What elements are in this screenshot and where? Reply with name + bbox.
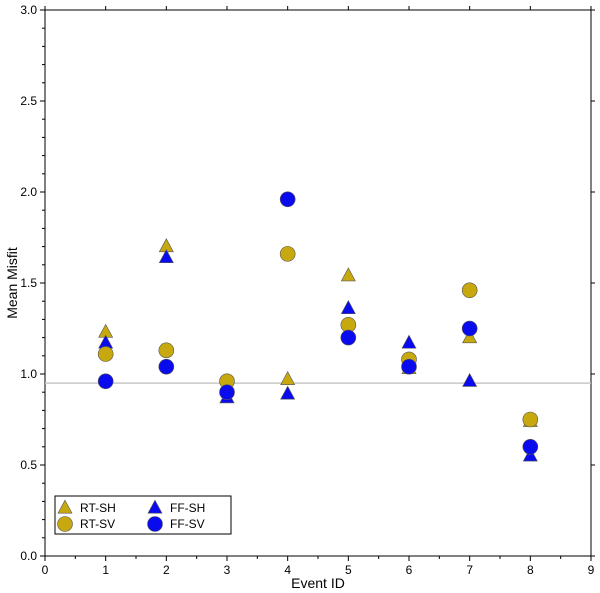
- y-tick-label: 2.5: [20, 94, 37, 108]
- legend-marker: [57, 516, 73, 532]
- y-axis: 0.0 0.5 1.0 1.5 2.0 2.5 3.0: [20, 3, 595, 563]
- legend-marker: [147, 516, 163, 532]
- data-point: [158, 249, 174, 264]
- data-point: [401, 358, 417, 375]
- y-tick-label: 0.5: [20, 458, 37, 472]
- data-point: [461, 320, 478, 337]
- legend-label: FF-SV: [170, 517, 205, 531]
- series-ff-sh: [98, 249, 538, 462]
- x-tick-label: 4: [284, 563, 291, 577]
- data-point: [97, 346, 114, 362]
- x-tick-label: 9: [588, 563, 595, 577]
- x-tick-label: 2: [163, 563, 170, 577]
- data-point: [97, 373, 114, 390]
- data-point: [280, 385, 296, 400]
- legend-label: RT-SV: [80, 517, 115, 531]
- legend-box: [54, 495, 232, 535]
- legend-label: FF-SH: [170, 501, 205, 515]
- x-tick-label: 8: [527, 563, 534, 577]
- series-ff-sv: [97, 191, 539, 455]
- data-point: [340, 267, 356, 282]
- legend-marker: [147, 499, 163, 514]
- data-point: [522, 447, 538, 462]
- data-point: [279, 246, 296, 262]
- plot-frame: [44, 9, 592, 557]
- y-tick-label: 2.0: [20, 185, 37, 199]
- x-tick-label: 3: [224, 563, 231, 577]
- data-point: [401, 334, 417, 349]
- data-point: [462, 372, 478, 387]
- x-tick-label: 5: [345, 563, 352, 577]
- y-tick-label: 1.5: [20, 276, 37, 290]
- data-point: [340, 329, 357, 346]
- legend: RT-SH FF-SH RT-SV FF-SV: [54, 495, 232, 535]
- x-tick-label: 7: [466, 563, 473, 577]
- series-rt-sv: [97, 246, 539, 428]
- data-point: [522, 411, 539, 428]
- x-tick-label: 0: [42, 563, 49, 577]
- data-point: [219, 384, 235, 401]
- x-axis: 0 1 2 3 4 5 6 7 8 9: [42, 6, 595, 577]
- x-tick-label: 6: [406, 563, 413, 577]
- data-point: [522, 438, 539, 455]
- y-tick-label: 1.0: [20, 367, 37, 381]
- y-axis-title: Mean Misfit: [4, 247, 20, 319]
- data-point: [340, 300, 356, 314]
- legend-label: RT-SH: [80, 501, 116, 515]
- data-point: [461, 282, 478, 299]
- legend-marker: [57, 499, 73, 514]
- data-points: [97, 191, 539, 462]
- y-tick-label: 3.0: [20, 3, 37, 17]
- data-point: [279, 191, 296, 208]
- x-tick-label: 1: [102, 563, 109, 577]
- x-axis-title: Event ID: [291, 575, 345, 591]
- y-tick-label: 0.0: [20, 549, 37, 563]
- data-point: [280, 371, 296, 385]
- data-point: [158, 358, 175, 375]
- data-point: [158, 342, 175, 359]
